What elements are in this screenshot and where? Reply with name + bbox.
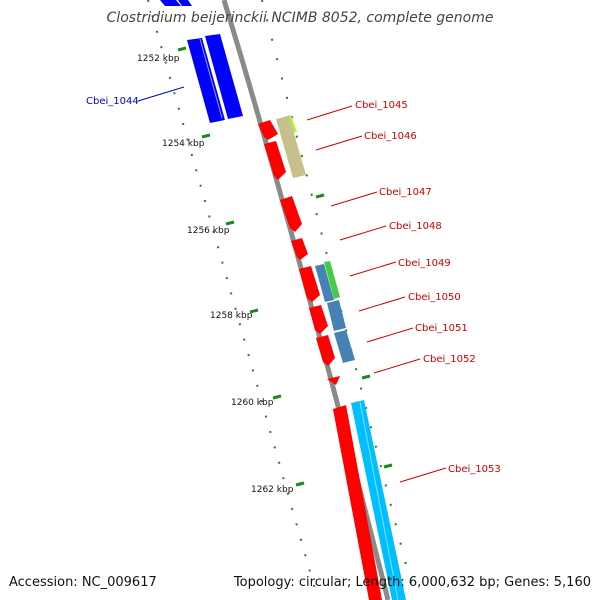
gene-feature-cbei-1051[interactable] [316,330,355,366]
gene-label-cbei-1048[interactable]: Cbei_1048 [389,221,442,232]
major-ticks [177,46,393,487]
gene-label-cbei-1046[interactable]: Cbei_1046 [364,131,417,142]
gene-feature-cbei-1044[interactable] [160,0,243,123]
gene-feature-cbei-1053[interactable] [333,400,406,600]
gene-label-cbei-1045[interactable]: Cbei_1045 [355,100,408,111]
gene-feature-cbei-1049[interactable] [299,261,340,302]
tick-label: 1260 kbp [231,398,274,408]
gene-feature-cbei-1052[interactable] [327,376,340,385]
label-leaders [137,86,447,483]
gene-feature-cbei-1046[interactable] [264,116,306,180]
gene-label-cbei-1052[interactable]: Cbei_1052 [423,354,476,365]
accession-text: Accession: NC_009617 [9,575,157,590]
tick-label: 1252 kbp [137,54,180,64]
gene-label-cbei-1047[interactable]: Cbei_1047 [379,187,432,198]
map-title: Clostridium beijerinckii NCIMB 8052, com… [107,10,494,26]
outer-dotted-track [261,0,416,600]
gene-label-cbei-1050[interactable]: Cbei_1050 [408,292,461,303]
gene-label-cbei-1049[interactable]: Cbei_1049 [398,258,451,269]
tick-label: 1262 kbp [251,485,294,495]
gene-feature-cbei-1050[interactable] [309,300,346,334]
gene-label-cbei-1044[interactable]: Cbei_1044 [86,96,139,107]
gene-feature-cbei-1048[interactable] [291,238,308,260]
tick-label: 1254 kbp [162,139,205,149]
tick-label: 1258 kbp [210,311,253,321]
gene-feature-cbei-1047[interactable] [280,196,302,232]
summary-text: Topology: circular; Length: 6,000,632 bp… [233,575,591,590]
tick-label: 1256 kbp [187,226,230,236]
gene-label-cbei-1051[interactable]: Cbei_1051 [415,323,468,334]
gene-label-cbei-1053[interactable]: Cbei_1053 [448,464,501,475]
